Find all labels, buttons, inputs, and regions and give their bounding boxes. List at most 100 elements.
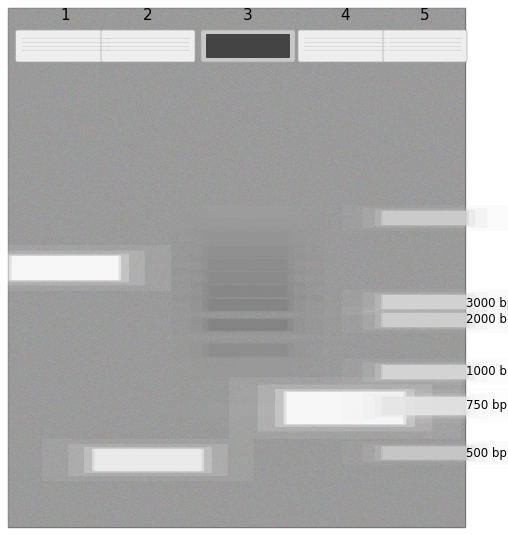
FancyBboxPatch shape — [229, 377, 461, 439]
FancyBboxPatch shape — [0, 245, 171, 291]
FancyBboxPatch shape — [0, 250, 145, 286]
FancyBboxPatch shape — [342, 389, 508, 423]
Text: 5: 5 — [420, 8, 430, 23]
FancyBboxPatch shape — [208, 403, 289, 417]
FancyBboxPatch shape — [375, 395, 475, 417]
FancyBboxPatch shape — [209, 247, 287, 257]
FancyBboxPatch shape — [16, 30, 114, 62]
FancyBboxPatch shape — [190, 361, 305, 379]
FancyBboxPatch shape — [190, 283, 305, 299]
FancyBboxPatch shape — [190, 341, 305, 358]
FancyBboxPatch shape — [202, 246, 294, 258]
FancyBboxPatch shape — [172, 339, 324, 361]
FancyBboxPatch shape — [68, 444, 228, 476]
FancyBboxPatch shape — [94, 449, 202, 471]
FancyBboxPatch shape — [258, 385, 432, 432]
FancyBboxPatch shape — [190, 257, 305, 273]
Text: 500 bp: 500 bp — [466, 447, 507, 460]
FancyBboxPatch shape — [172, 268, 324, 288]
FancyBboxPatch shape — [209, 219, 287, 231]
Bar — [8, 8, 465, 527]
FancyBboxPatch shape — [190, 297, 305, 313]
FancyBboxPatch shape — [363, 393, 488, 419]
FancyBboxPatch shape — [202, 272, 294, 285]
FancyBboxPatch shape — [202, 299, 294, 311]
FancyBboxPatch shape — [202, 343, 294, 357]
FancyBboxPatch shape — [381, 295, 469, 309]
FancyBboxPatch shape — [208, 285, 289, 297]
Text: 1000 bp: 1000 bp — [466, 365, 508, 378]
FancyBboxPatch shape — [208, 344, 289, 356]
FancyBboxPatch shape — [190, 230, 305, 246]
FancyBboxPatch shape — [208, 363, 289, 377]
Text: 2000 bp: 2000 bp — [466, 314, 508, 326]
FancyBboxPatch shape — [208, 232, 289, 244]
Text: 3: 3 — [243, 8, 253, 23]
FancyBboxPatch shape — [172, 295, 324, 315]
FancyBboxPatch shape — [383, 30, 467, 62]
FancyBboxPatch shape — [283, 391, 406, 425]
FancyBboxPatch shape — [190, 270, 305, 286]
FancyBboxPatch shape — [209, 319, 287, 331]
FancyBboxPatch shape — [342, 441, 508, 465]
FancyBboxPatch shape — [201, 30, 295, 62]
FancyBboxPatch shape — [202, 319, 294, 331]
FancyBboxPatch shape — [287, 392, 403, 424]
Text: 750 bp: 750 bp — [466, 400, 507, 412]
FancyBboxPatch shape — [381, 396, 469, 415]
FancyBboxPatch shape — [342, 289, 508, 315]
FancyBboxPatch shape — [190, 401, 305, 419]
FancyBboxPatch shape — [383, 295, 467, 309]
FancyBboxPatch shape — [375, 210, 475, 226]
FancyBboxPatch shape — [209, 233, 287, 243]
FancyBboxPatch shape — [172, 255, 324, 275]
FancyBboxPatch shape — [172, 281, 324, 301]
FancyBboxPatch shape — [381, 312, 469, 327]
FancyBboxPatch shape — [202, 285, 294, 297]
FancyBboxPatch shape — [101, 30, 195, 62]
FancyBboxPatch shape — [209, 259, 287, 271]
FancyBboxPatch shape — [9, 255, 121, 280]
FancyBboxPatch shape — [208, 206, 289, 218]
FancyBboxPatch shape — [208, 219, 289, 231]
FancyBboxPatch shape — [381, 211, 469, 225]
FancyBboxPatch shape — [381, 446, 469, 460]
FancyBboxPatch shape — [172, 228, 324, 248]
FancyBboxPatch shape — [84, 447, 212, 473]
FancyBboxPatch shape — [209, 286, 287, 296]
FancyBboxPatch shape — [363, 292, 488, 312]
FancyBboxPatch shape — [190, 317, 305, 333]
FancyBboxPatch shape — [375, 294, 475, 310]
FancyBboxPatch shape — [363, 444, 488, 462]
FancyBboxPatch shape — [298, 30, 392, 62]
FancyBboxPatch shape — [375, 446, 475, 461]
FancyBboxPatch shape — [209, 363, 287, 377]
FancyBboxPatch shape — [202, 219, 294, 232]
FancyBboxPatch shape — [209, 300, 287, 310]
FancyBboxPatch shape — [383, 397, 467, 415]
FancyBboxPatch shape — [342, 205, 508, 231]
FancyBboxPatch shape — [172, 398, 324, 422]
FancyBboxPatch shape — [172, 242, 324, 262]
FancyBboxPatch shape — [202, 232, 294, 244]
Text: 3000 bp: 3000 bp — [466, 296, 508, 310]
FancyBboxPatch shape — [172, 315, 324, 335]
FancyBboxPatch shape — [208, 272, 289, 284]
FancyBboxPatch shape — [172, 358, 324, 382]
FancyBboxPatch shape — [202, 402, 294, 418]
FancyBboxPatch shape — [208, 299, 289, 311]
Text: 4: 4 — [340, 8, 350, 23]
FancyBboxPatch shape — [190, 203, 305, 220]
FancyBboxPatch shape — [363, 310, 488, 330]
FancyBboxPatch shape — [375, 312, 475, 328]
FancyBboxPatch shape — [209, 344, 287, 356]
FancyBboxPatch shape — [12, 256, 118, 280]
FancyBboxPatch shape — [172, 201, 324, 223]
FancyBboxPatch shape — [375, 364, 475, 380]
FancyBboxPatch shape — [209, 206, 287, 218]
FancyBboxPatch shape — [202, 205, 294, 219]
FancyBboxPatch shape — [275, 389, 415, 427]
FancyBboxPatch shape — [92, 448, 204, 471]
FancyBboxPatch shape — [383, 211, 467, 225]
FancyBboxPatch shape — [383, 313, 467, 327]
